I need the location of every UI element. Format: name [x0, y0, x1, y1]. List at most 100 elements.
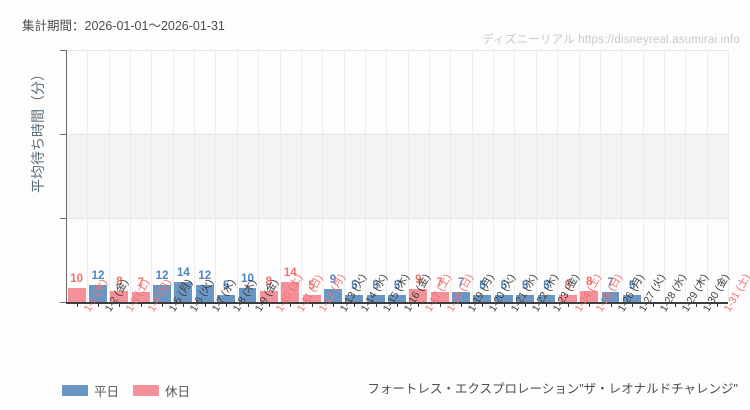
bar-slot[interactable]: 5 [215, 50, 236, 302]
bar-slot[interactable]: 7 [429, 50, 450, 302]
y-tick-mark [60, 302, 66, 303]
gridline-vertical [109, 50, 110, 302]
bar-slot[interactable]: 7 [450, 50, 471, 302]
bar[interactable] [323, 289, 342, 302]
gridline-vertical [664, 50, 665, 302]
legend-swatch-weekday [62, 385, 88, 396]
bar[interactable] [89, 285, 107, 302]
x-tick-mark [675, 302, 676, 307]
x-tick-mark [418, 302, 419, 307]
bar-value-label: 8 [265, 275, 273, 288]
bar-slot[interactable]: 10 [237, 50, 258, 302]
bar-slot[interactable]: 14 [280, 50, 301, 302]
x-tick-mark [482, 302, 483, 307]
bar[interactable] [345, 295, 364, 302]
bar-slot[interactable]: 5 [621, 50, 642, 302]
bar[interactable] [131, 292, 150, 302]
bar-slot[interactable]: 5 [493, 50, 514, 302]
gridline-vertical [194, 50, 195, 302]
bar-slot[interactable]: 8 [579, 50, 600, 302]
legend-item-holiday[interactable]: 休日 [133, 381, 190, 400]
bar[interactable] [174, 282, 193, 302]
bar-slot[interactable]: 5 [301, 50, 322, 302]
bar-slot[interactable] [664, 50, 685, 302]
bar[interactable] [580, 290, 599, 302]
x-tick-mark [119, 302, 120, 307]
gridline-vertical [301, 50, 302, 302]
x-tick-mark [354, 302, 355, 307]
bar[interactable] [302, 295, 321, 302]
bar-slot[interactable]: 5 [557, 50, 578, 302]
legend-label-holiday: 休日 [165, 385, 191, 399]
bar[interactable] [601, 292, 620, 302]
bar-value-label: 12 [91, 270, 105, 283]
bar-slot[interactable]: 12 [87, 50, 108, 302]
bar[interactable] [110, 290, 129, 302]
x-tick-mark [525, 302, 526, 307]
bar-slot[interactable]: 12 [194, 50, 215, 302]
bar-slot[interactable]: 5 [536, 50, 557, 302]
gridline-vertical [579, 50, 580, 302]
gridline-horizontal [66, 218, 728, 219]
bar[interactable] [388, 295, 406, 302]
bar-slot[interactable]: 12 [151, 50, 172, 302]
legend-item-weekday[interactable]: 平日 [62, 381, 119, 400]
bar[interactable] [153, 285, 172, 302]
gridline-vertical [280, 50, 281, 302]
bar-value-label: 5 [393, 280, 401, 292]
gridline-vertical [643, 50, 644, 302]
bar[interactable] [537, 295, 556, 302]
bar[interactable] [622, 295, 641, 302]
bar[interactable] [452, 292, 470, 302]
bar-slot[interactable]: 8 [109, 50, 130, 302]
bar-slot[interactable]: 7 [600, 50, 621, 302]
bar[interactable] [217, 295, 236, 302]
bar-value-label: 9 [415, 274, 422, 287]
bar-slot[interactable]: 9 [322, 50, 343, 302]
bar[interactable] [473, 295, 492, 302]
x-tick-mark [333, 302, 334, 307]
bar-slot[interactable]: 5 [386, 50, 407, 302]
bar[interactable] [366, 295, 385, 302]
gridline-vertical [215, 50, 216, 302]
gridline-horizontal [66, 50, 728, 51]
bar-slot[interactable]: 5 [514, 50, 535, 302]
bar[interactable] [516, 295, 535, 302]
gridline-vertical [557, 50, 558, 302]
bar-slot[interactable]: 7 [130, 50, 151, 302]
bar-slot[interactable]: 14 [173, 50, 194, 302]
legend: 平日 休日 [62, 381, 190, 400]
bar-slot[interactable] [707, 50, 728, 302]
bar[interactable] [494, 295, 513, 302]
bar-slot[interactable]: 9 [408, 50, 429, 302]
x-tick-mark [226, 302, 227, 307]
bar[interactable] [259, 290, 278, 302]
bar-slot[interactable]: 5 [472, 50, 493, 302]
bar[interactable] [430, 292, 449, 302]
bar-value-label: 12 [198, 270, 212, 283]
bar-slot[interactable]: 5 [365, 50, 386, 302]
bar[interactable] [238, 288, 257, 302]
bar-slot[interactable]: 10 [66, 50, 87, 302]
x-tick-mark [248, 302, 249, 307]
bar[interactable] [67, 288, 86, 302]
bar[interactable] [409, 289, 428, 302]
gridline-vertical [386, 50, 387, 302]
bar[interactable] [195, 285, 214, 302]
plot-area: 10 12 8 7 12 14 12 5 10 8 14 5 9 5 5 5 9 7 7 5 5 5 5 5 8 7 5 [66, 50, 729, 302]
gridline-vertical [600, 50, 601, 302]
gridline-vertical [685, 50, 686, 302]
bar[interactable] [281, 282, 300, 302]
bar-slot[interactable] [643, 50, 664, 302]
y-tick-mark [60, 50, 66, 51]
bar-value-label: 7 [607, 277, 614, 290]
gridline-horizontal [66, 134, 728, 135]
gridline-vertical [514, 50, 515, 302]
bar-slot[interactable]: 5 [344, 50, 365, 302]
bar-slot[interactable]: 8 [258, 50, 279, 302]
bar-slot[interactable] [685, 50, 706, 302]
bar-value-label: 5 [479, 280, 486, 292]
gridline-vertical [258, 50, 259, 302]
bar[interactable] [558, 295, 577, 302]
gridline-vertical [344, 50, 345, 302]
